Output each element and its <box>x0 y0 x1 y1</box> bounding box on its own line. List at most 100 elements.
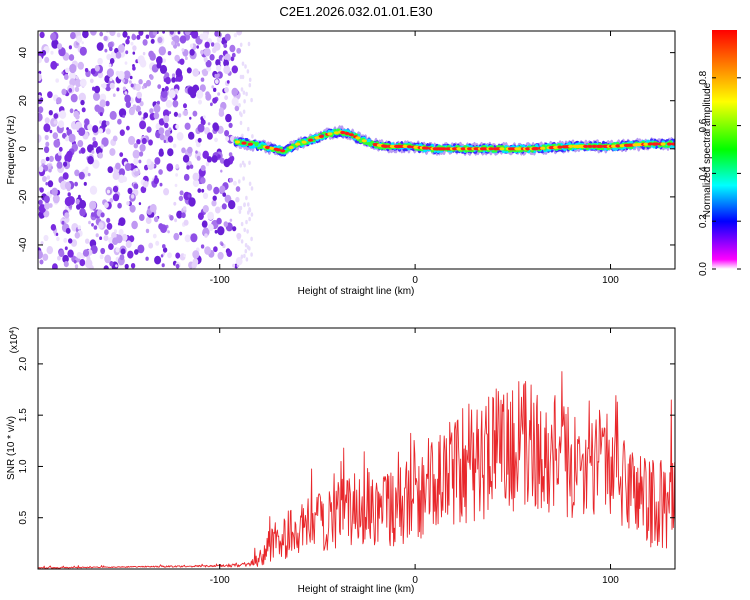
noise-blob <box>240 254 244 259</box>
noise-blob <box>122 79 125 83</box>
noise-blob <box>243 227 246 233</box>
ridge-core <box>488 147 494 151</box>
noise-blob <box>99 31 104 37</box>
noise-blob <box>84 118 90 126</box>
noise-blob <box>85 166 89 171</box>
noise-blob <box>175 124 180 129</box>
noise-blob <box>238 179 241 184</box>
noise-blob <box>145 256 149 261</box>
noise-blob <box>106 217 111 223</box>
noise-blob <box>217 226 225 236</box>
noise-blob <box>158 169 163 175</box>
noise-blob <box>198 99 202 105</box>
noise-blob <box>192 110 198 117</box>
noise-blob <box>41 50 47 56</box>
noise-blob <box>224 87 229 93</box>
noise-blob <box>175 263 180 269</box>
noise-blob <box>167 148 174 157</box>
ridge-core <box>660 142 666 146</box>
noise-blob <box>200 177 206 184</box>
noise-blob <box>47 180 54 188</box>
noise-blob <box>218 110 225 117</box>
noise-blob <box>44 146 50 154</box>
noise-blob <box>183 219 189 226</box>
noise-blob <box>216 73 220 78</box>
y-tick-label: 1.0 <box>18 459 29 473</box>
noise-blob <box>197 137 202 143</box>
noise-blob <box>42 176 47 182</box>
noise-blob <box>62 254 69 264</box>
noise-blob <box>80 147 86 154</box>
noise-blob <box>163 115 170 123</box>
noise-blob <box>248 83 252 88</box>
noise-blob <box>145 79 152 87</box>
ridge-cell <box>309 136 314 139</box>
noise-blob <box>112 93 116 97</box>
noise-blob <box>115 51 122 59</box>
noise-blob <box>123 77 129 85</box>
ridge-core <box>348 133 354 137</box>
noise-blob <box>187 86 195 96</box>
y-tick-label: 1.5 <box>18 408 29 422</box>
noise-blob <box>99 120 102 124</box>
noise-blob <box>158 46 166 56</box>
noise-blob <box>175 164 180 169</box>
noise-blob <box>117 202 122 209</box>
noise-blob <box>189 49 195 56</box>
noise-blob <box>224 130 230 137</box>
noise-blob <box>139 120 147 130</box>
noise-blob <box>38 94 41 99</box>
noise-blob <box>108 243 114 251</box>
noise-blob <box>118 174 125 184</box>
noise-blob <box>250 186 254 191</box>
ridge-cell <box>641 140 646 144</box>
noise-blob <box>239 74 243 80</box>
noise-blob <box>84 68 89 73</box>
noise-blob <box>107 166 114 174</box>
noise-blob <box>199 33 205 40</box>
noise-blob <box>152 233 157 239</box>
noise-blob <box>67 192 71 197</box>
noise-blob <box>222 192 227 197</box>
noise-blob <box>163 139 166 143</box>
noise-blob <box>152 31 158 36</box>
noise-blob <box>68 238 73 244</box>
noise-blob <box>132 149 140 159</box>
noise-blob <box>106 189 111 194</box>
noise-blob <box>131 194 135 199</box>
noise-blob <box>146 126 152 133</box>
noise-blob <box>112 135 118 142</box>
noise-blob <box>235 196 240 203</box>
ridge-core <box>671 142 675 146</box>
noise-blob <box>219 185 226 194</box>
noise-blob <box>89 200 97 210</box>
noise-blob <box>163 188 170 196</box>
ridge-core <box>402 144 408 148</box>
noise-blob <box>107 41 114 49</box>
y-tick-label: -20 <box>18 189 29 204</box>
noise-blob <box>224 33 231 41</box>
noise-blob <box>226 250 233 257</box>
noise-blob <box>240 112 243 118</box>
ridge-core <box>525 147 531 151</box>
ridge-cell <box>552 143 556 147</box>
noise-blob <box>229 218 233 222</box>
noise-blob <box>146 158 152 165</box>
noise-blob <box>44 202 50 210</box>
noise-blob <box>135 83 141 92</box>
ridge-core <box>333 131 339 135</box>
noise-blob <box>58 146 63 152</box>
noise-blob <box>74 232 81 239</box>
noise-blob <box>202 150 209 159</box>
noise-blob <box>163 78 167 82</box>
noise-blob <box>131 220 138 230</box>
noise-blob <box>196 45 199 49</box>
noise-blob <box>68 133 76 143</box>
snr-line <box>38 371 675 569</box>
noise-blob <box>139 151 144 157</box>
noise-blob <box>231 97 239 107</box>
noise-blob <box>127 187 133 195</box>
noise-blob <box>239 42 243 47</box>
noise-blob <box>78 171 85 180</box>
noise-blob <box>57 151 62 156</box>
